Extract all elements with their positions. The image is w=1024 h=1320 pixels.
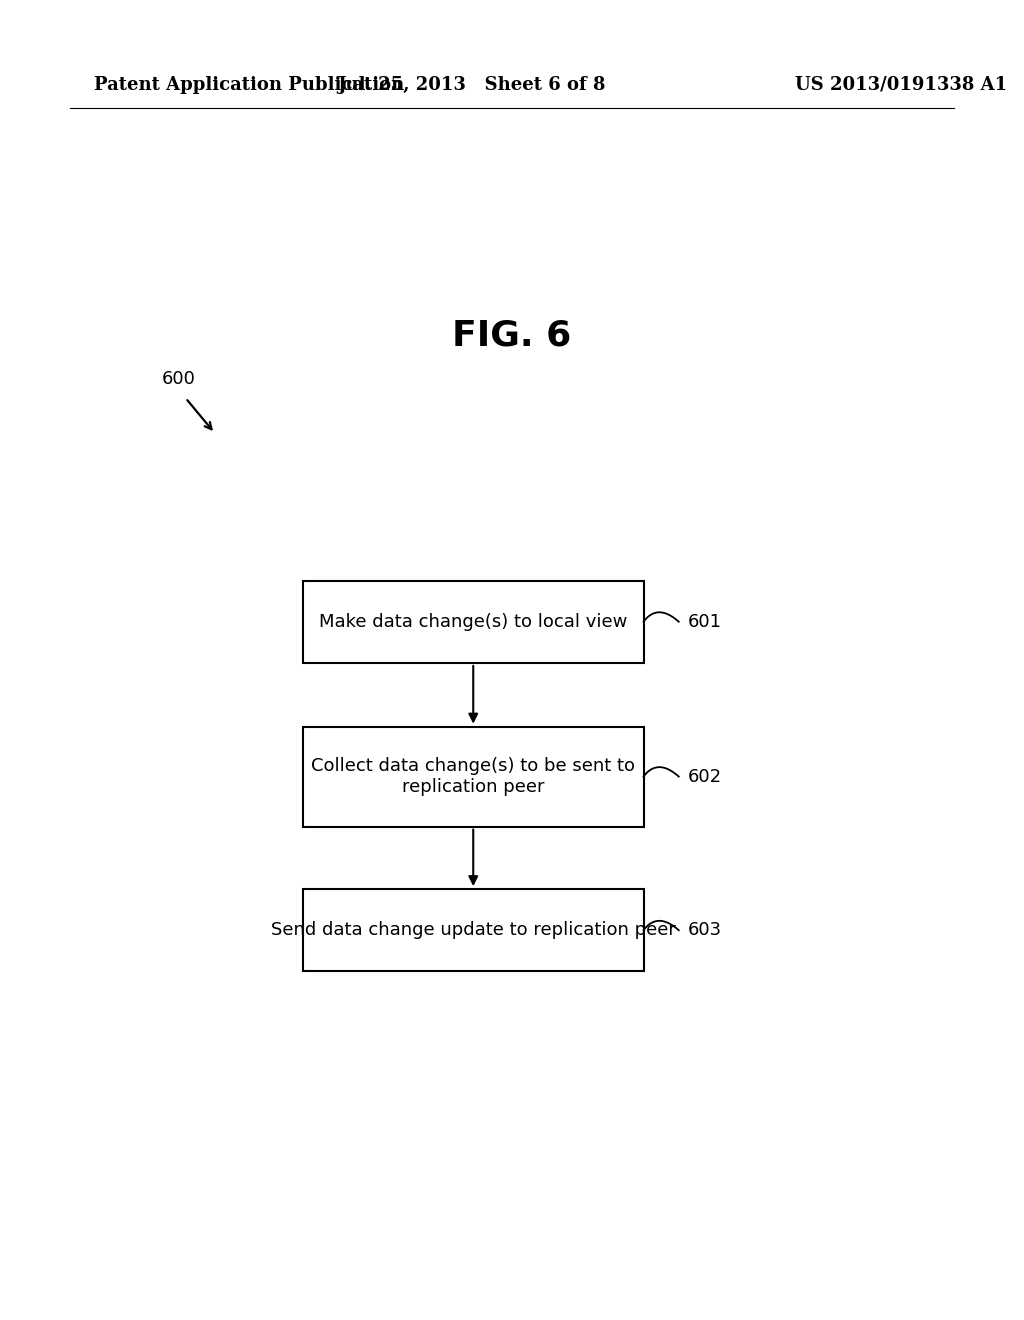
Text: 603: 603 — [688, 921, 722, 940]
Text: Send data change update to replication peer: Send data change update to replication p… — [270, 921, 676, 940]
Text: Collect data change(s) to be sent to
replication peer: Collect data change(s) to be sent to rep… — [311, 758, 635, 796]
Bar — [303, 890, 643, 972]
Bar — [303, 581, 643, 663]
Text: Jul. 25, 2013   Sheet 6 of 8: Jul. 25, 2013 Sheet 6 of 8 — [337, 75, 605, 94]
Text: 600: 600 — [162, 370, 196, 388]
Text: Patent Application Publication: Patent Application Publication — [94, 75, 404, 94]
Text: 601: 601 — [688, 612, 722, 631]
Text: US 2013/0191338 A1: US 2013/0191338 A1 — [795, 75, 1008, 94]
Text: 602: 602 — [688, 767, 722, 785]
Text: Make data change(s) to local view: Make data change(s) to local view — [319, 612, 628, 631]
Text: FIG. 6: FIG. 6 — [453, 318, 571, 352]
Bar — [303, 726, 643, 826]
